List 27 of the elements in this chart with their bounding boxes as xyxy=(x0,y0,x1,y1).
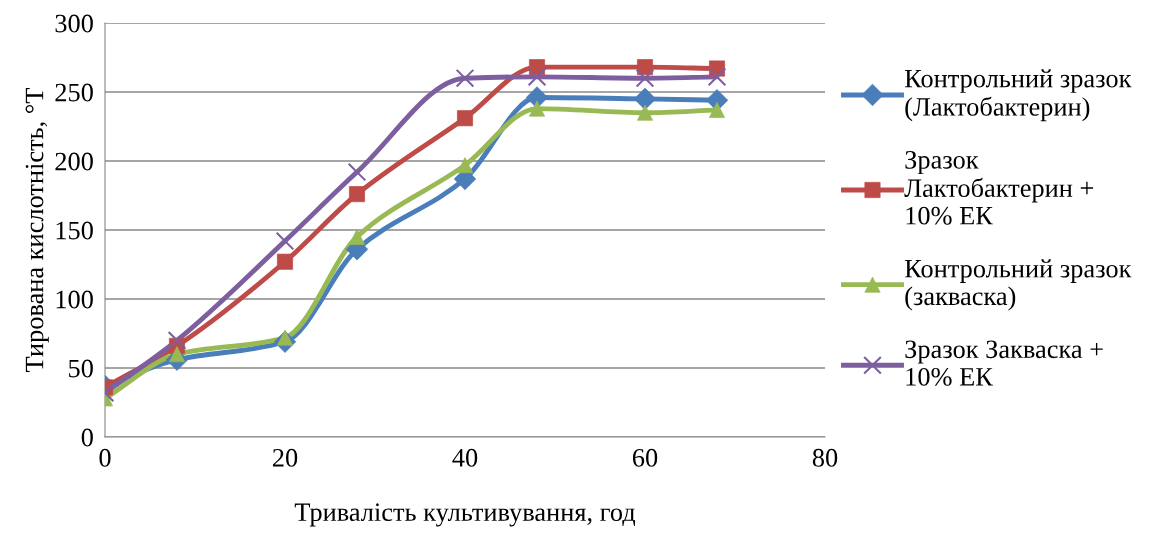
x-tick-label: 60 xyxy=(632,448,658,467)
x-tick-label: 40 xyxy=(452,448,478,467)
point xyxy=(527,67,547,87)
legend-label: Контрольний зразок (Лактобактерин) xyxy=(904,69,1132,122)
y-tick-label: 300 xyxy=(55,14,93,33)
y-tick-label: 50 xyxy=(69,359,93,378)
legend-label: Зразок Лактобактерин + 10% ЕК xyxy=(904,150,1094,225)
x-tick-label: 20 xyxy=(272,448,298,467)
legend-label: Контрольний зразок (закваска) xyxy=(904,259,1132,311)
point xyxy=(349,186,365,203)
point xyxy=(457,157,473,174)
point xyxy=(455,68,475,88)
y-tick-label: 150 xyxy=(56,221,93,240)
x-axis-title: Тривалість культивування, год xyxy=(294,503,636,527)
y-tick-label: 200 xyxy=(55,152,93,171)
x-tick-label: 80 xyxy=(812,448,838,467)
point xyxy=(707,67,727,87)
y-tick-label: 250 xyxy=(55,83,93,102)
y-tick-label: 0 xyxy=(81,428,93,447)
point xyxy=(457,110,473,127)
y-tick-label: 100 xyxy=(56,290,93,309)
legend-label: Зразок Закваска + 10% ЕК xyxy=(905,340,1103,386)
y-axis-title: Тирована кислотність, °Т xyxy=(25,87,49,373)
point xyxy=(709,101,725,118)
x-tick-label: 0 xyxy=(99,448,111,467)
point xyxy=(635,68,655,88)
point xyxy=(167,331,187,350)
